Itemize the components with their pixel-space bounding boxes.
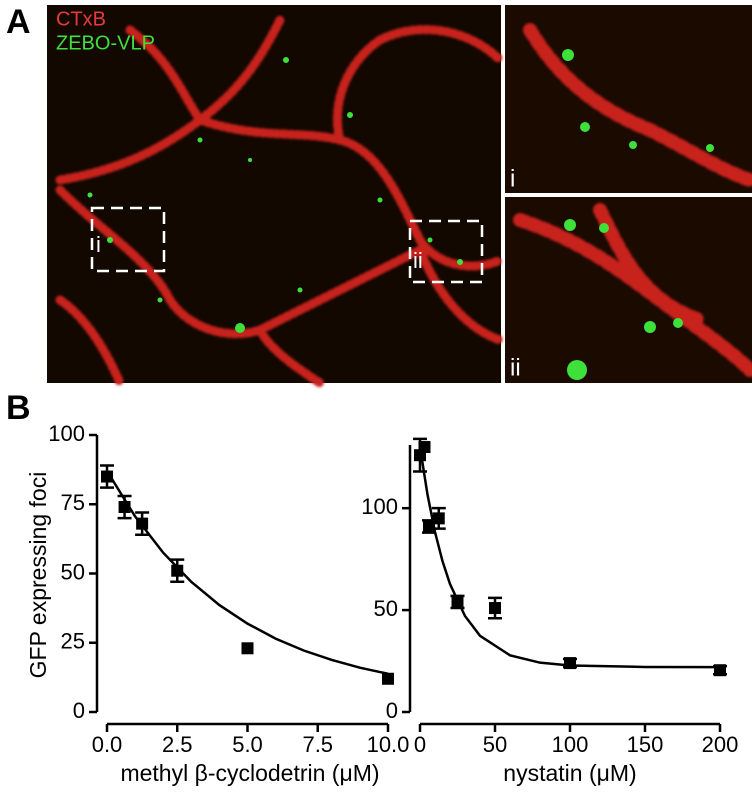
- y-tick-label: 100: [361, 494, 398, 519]
- y-tick-label: 50: [61, 559, 85, 584]
- y-tick-label: 100: [48, 421, 85, 446]
- data-point: [136, 517, 149, 530]
- box-label: i: [96, 232, 101, 257]
- data-point: [418, 441, 431, 454]
- vlp-signal: [87, 57, 463, 333]
- panel-label: B: [6, 389, 31, 427]
- inset-label: ii: [510, 354, 521, 381]
- y-tick-label: 25: [61, 629, 85, 654]
- x-tick-label: 100: [552, 732, 589, 757]
- data-point: [714, 664, 726, 677]
- legend-entry: ZEBO-VLP: [56, 32, 155, 54]
- x-tick-label: 150: [627, 732, 664, 757]
- data-point: [489, 602, 501, 615]
- x-tick-label: 0.0: [92, 732, 123, 757]
- inset-box: [90, 206, 166, 273]
- x-axis-label: nystatin (μM): [503, 760, 636, 786]
- data-point: [118, 501, 131, 514]
- box-label: ii: [413, 248, 423, 273]
- inset-box: [408, 219, 484, 284]
- legend-entry: CTxB: [56, 8, 106, 30]
- data-point: [564, 657, 576, 670]
- x-tick-label: 50: [483, 732, 507, 757]
- y-tick-label: 75: [61, 490, 85, 515]
- x-tick-label: 200: [702, 732, 739, 757]
- inset-vlp: [562, 49, 714, 380]
- micrograph: i ii i ii CTxB ZEBO-VLP: [47, 5, 752, 388]
- x-axis-label: methyl β-cyclodetrin (μM): [120, 760, 379, 786]
- x-tick-label: 5.0: [232, 732, 263, 757]
- data-point: [451, 595, 464, 608]
- x-tick-label: 2.5: [162, 732, 193, 757]
- y-axis-label: GFP expressing foci: [25, 472, 51, 679]
- data-point: [241, 642, 254, 655]
- x-tick-label: 7.5: [302, 732, 333, 757]
- x-tick-label: 10.0: [367, 732, 410, 757]
- fit-curve: [105, 470, 389, 675]
- data-point: [171, 564, 184, 577]
- fit-curve: [418, 446, 721, 669]
- data-point: [432, 512, 445, 525]
- panel-label: A: [6, 3, 31, 41]
- data-point: [382, 672, 394, 685]
- membrane-signal: [55, 15, 505, 388]
- y-tick-label: 50: [374, 596, 398, 621]
- y-tick-label: 0: [386, 698, 398, 723]
- data-point: [101, 470, 113, 483]
- x-tick-label: 0: [414, 732, 426, 757]
- y-tick-label: 0: [73, 698, 85, 723]
- inset-label: i: [510, 165, 515, 192]
